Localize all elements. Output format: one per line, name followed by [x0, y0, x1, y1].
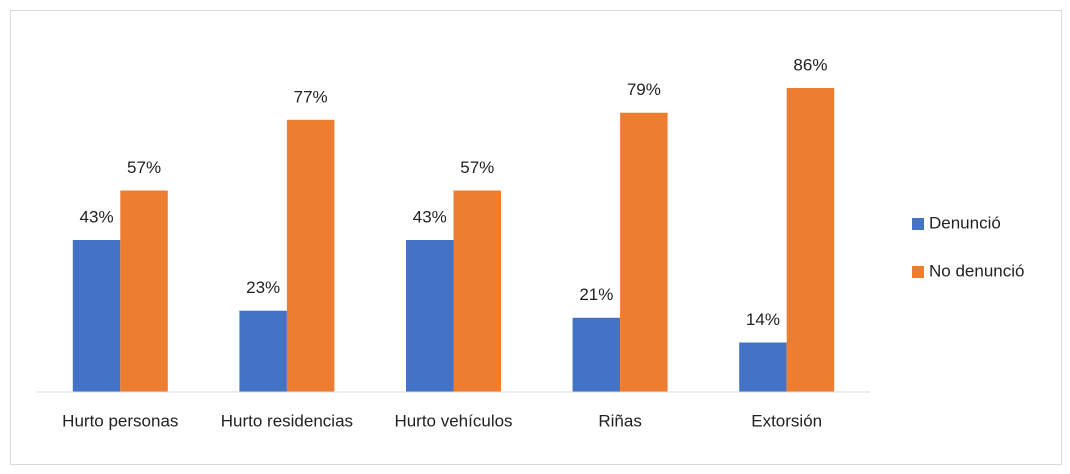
data-label: 21%: [579, 285, 613, 304]
x-tick-label: Riñas: [598, 411, 641, 430]
bar: [739, 342, 787, 392]
x-tick-label: Hurto personas: [62, 411, 178, 430]
bar: [572, 317, 621, 392]
bar: [620, 112, 668, 393]
bar: [239, 310, 287, 392]
data-label: 77%: [294, 87, 328, 106]
data-label: 79%: [627, 80, 661, 99]
bar: [120, 190, 168, 392]
bar: [286, 119, 335, 393]
legend-swatch: [912, 266, 924, 278]
data-label: 86%: [793, 55, 827, 74]
bar: [786, 87, 835, 393]
legend-label: No denunció: [929, 261, 1024, 280]
bar: [72, 239, 121, 392]
legend-label: Denunció: [929, 213, 1001, 232]
x-tick-label: Hurto vehículos: [394, 411, 512, 430]
data-label: 14%: [746, 310, 780, 329]
data-label: 43%: [413, 207, 447, 226]
bar: [406, 239, 454, 392]
data-label: 57%: [127, 158, 161, 177]
bar: [453, 190, 501, 392]
x-tick-label: Hurto residencias: [221, 411, 353, 430]
data-label: 57%: [460, 158, 494, 177]
data-label: 43%: [80, 207, 114, 226]
legend-swatch: [912, 218, 924, 230]
x-tick-label: Extorsión: [751, 411, 822, 430]
chart-border: [10, 10, 1062, 465]
data-label: 23%: [246, 278, 280, 297]
